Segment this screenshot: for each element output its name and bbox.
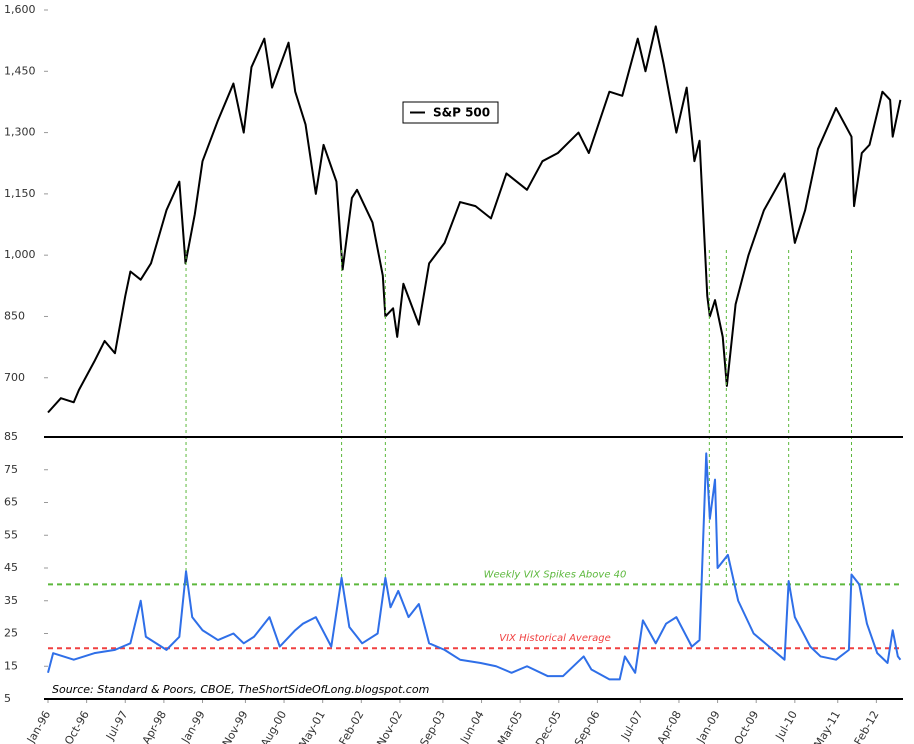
x-tick-label: Feb-12	[852, 709, 882, 744]
source-note: Source: Standard & Poors, CBOE, TheShort…	[52, 683, 429, 696]
y-tick-label: 55	[4, 528, 18, 541]
y-tick-label: 35	[4, 594, 18, 607]
y-tick-label: 65	[4, 496, 18, 509]
y-tick-label: 1,300	[4, 126, 36, 139]
x-tick-label: Jan-96	[24, 709, 53, 744]
x-tick-label: Jul-97	[103, 709, 130, 743]
legend-box	[402, 101, 499, 124]
x-tick-label: Nov-02	[374, 709, 405, 744]
y-tick-label: 85	[4, 430, 18, 443]
data-line	[47, 452, 902, 681]
y-tick-label: 75	[4, 463, 18, 476]
x-tick-label: Jan-99	[178, 709, 207, 744]
y-tick-label: 1,150	[4, 187, 36, 200]
x-tick-label: Sep-06	[572, 709, 603, 744]
x-tick-label: Apr-98	[140, 709, 169, 744]
data-line	[47, 25, 902, 414]
x-tick-label: Dec-05	[533, 709, 564, 744]
x-tick-label: Mar-05	[495, 709, 525, 744]
x-tick-label: May-11	[811, 709, 843, 744]
x-tick-label: Oct-96	[62, 709, 92, 744]
y-tick-label: 1,000	[4, 248, 36, 261]
x-tick-label: Nov-99	[220, 709, 251, 744]
reference-label: Weekly VIX Spikes Above 40	[484, 569, 627, 580]
x-tick-label: Aug-00	[258, 709, 289, 744]
x-tick-label: Apr-08	[655, 709, 684, 744]
y-tick-label: 5	[4, 692, 11, 705]
y-tick-label: 45	[4, 561, 18, 574]
legend: S&P 500	[402, 101, 499, 124]
y-tick-label: 25	[4, 627, 18, 640]
y-tick-label: 850	[4, 309, 25, 322]
x-tick-label: Jun-04	[457, 709, 486, 744]
y-tick-label: 1,450	[4, 64, 36, 77]
legend-label: S&P 500	[433, 106, 490, 120]
y-tick-label: 15	[4, 659, 18, 672]
y-tick-label: 700	[4, 371, 25, 384]
x-tick-label: Jan-09	[694, 709, 723, 744]
x-tick-label: May-01	[296, 709, 328, 744]
x-tick-label: Sep-03	[417, 709, 448, 744]
reference-label: VIX Historical Average	[499, 633, 611, 644]
x-tick-label: Feb-02	[337, 709, 367, 744]
x-tick-label: Jul-07	[618, 709, 645, 743]
x-tick-label: Jul-10	[773, 709, 800, 743]
x-tick-label: Oct-09	[732, 709, 762, 744]
y-tick-label: 1,600	[4, 3, 36, 16]
